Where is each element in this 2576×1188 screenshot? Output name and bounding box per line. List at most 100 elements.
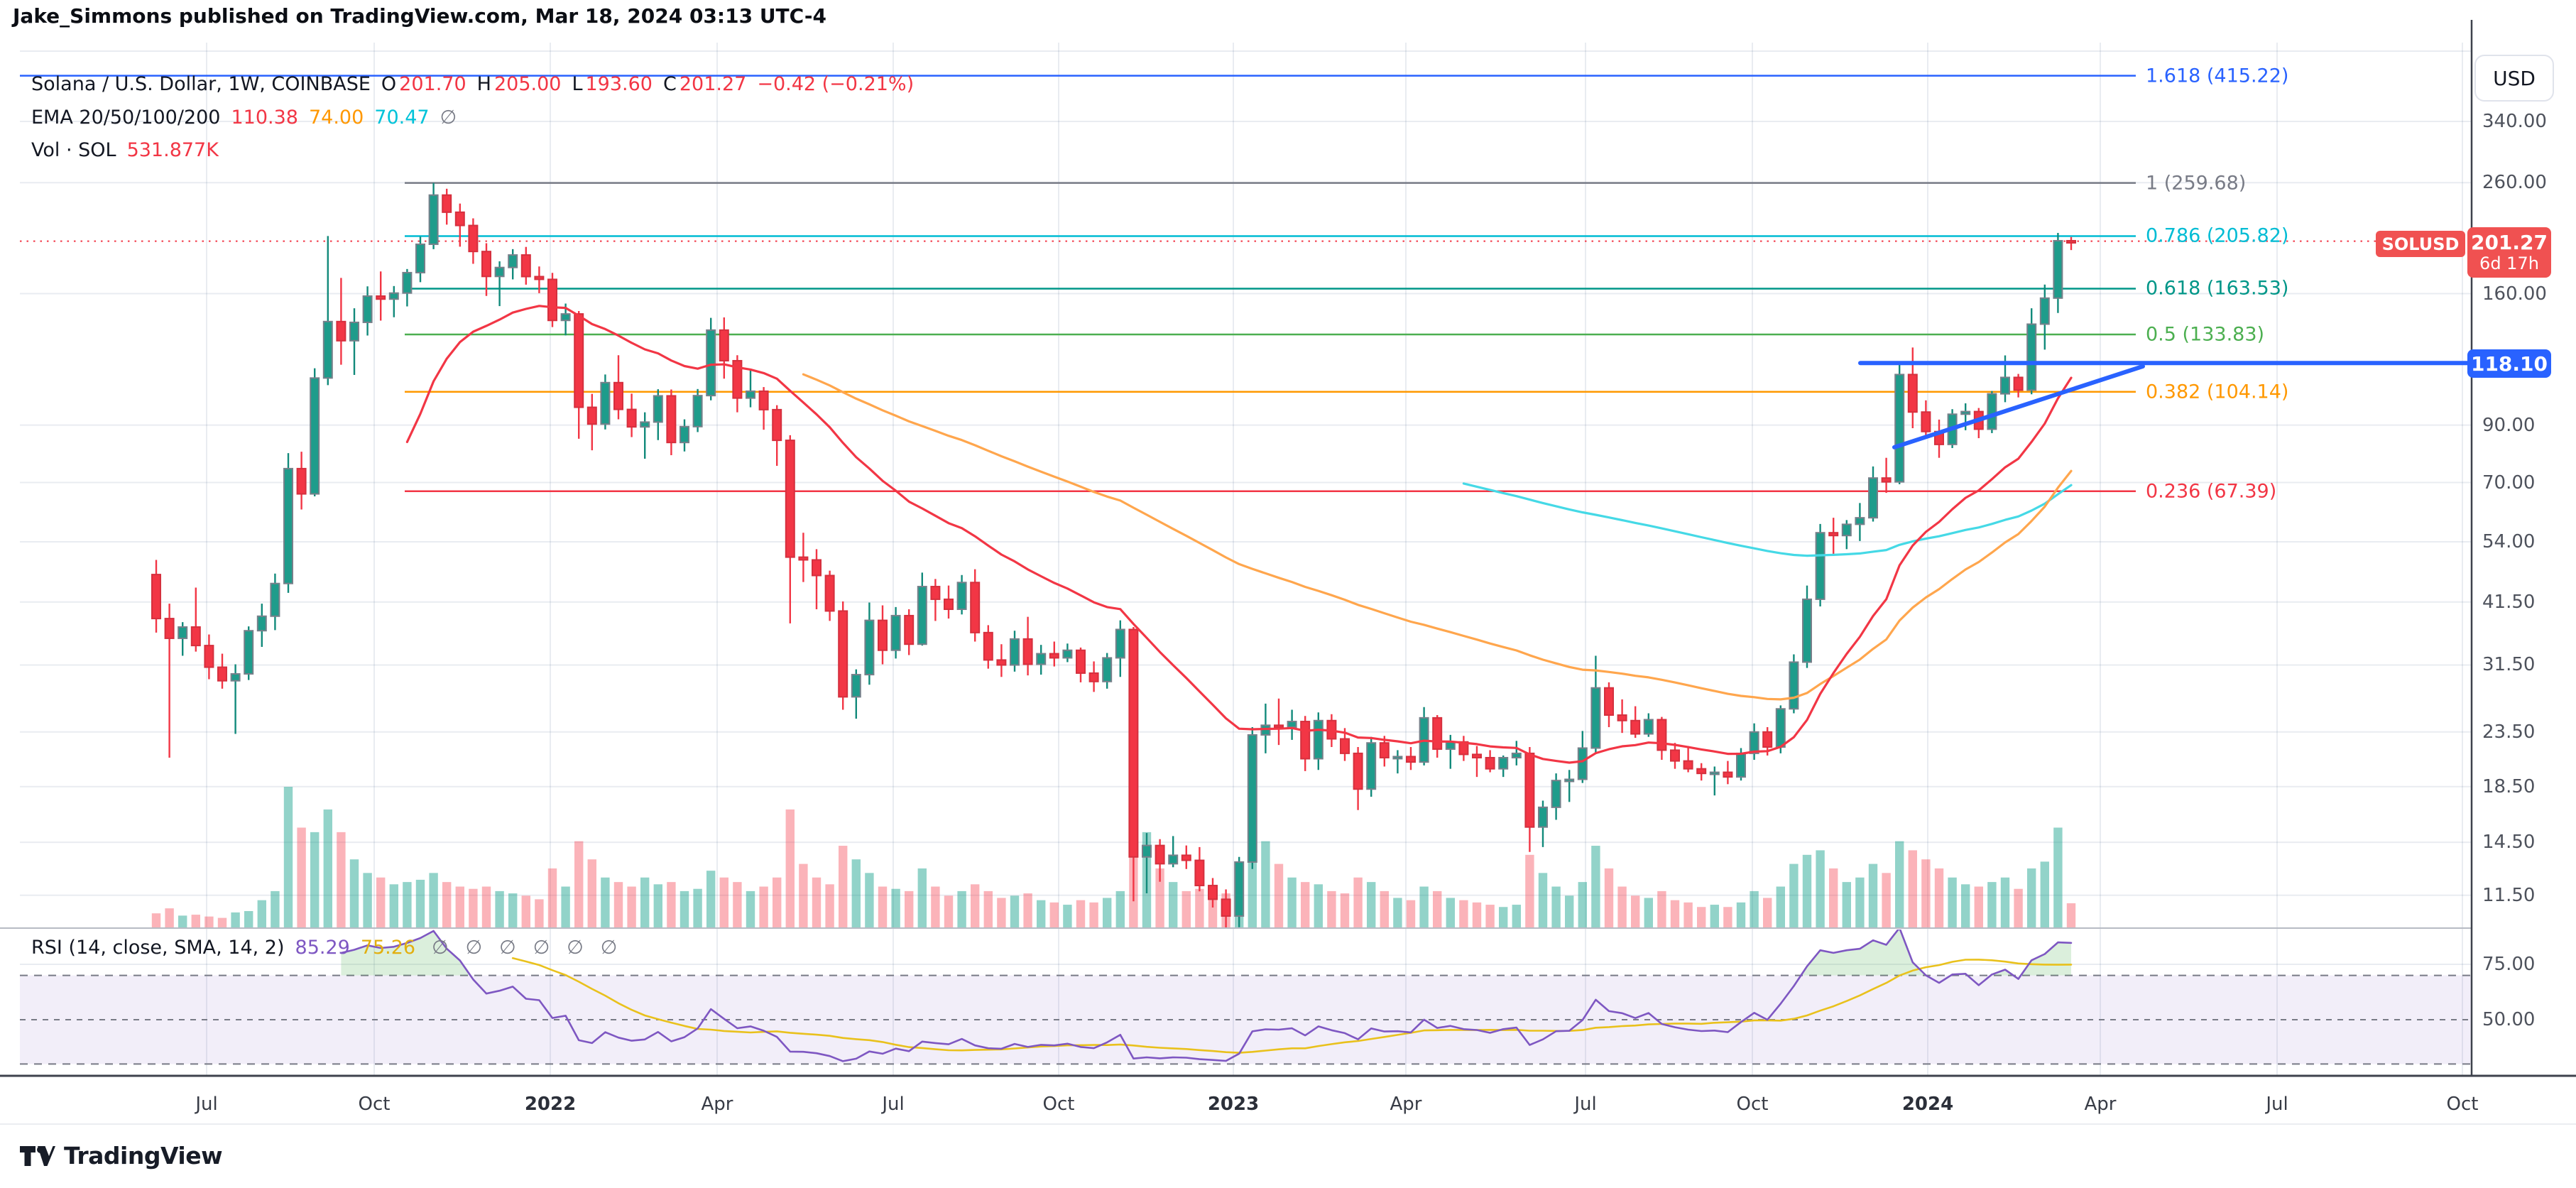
candle-body xyxy=(2013,376,2024,391)
candle-body xyxy=(1128,628,1139,858)
ema20-value: 110.38 xyxy=(231,107,298,129)
volume-bar xyxy=(1380,890,1389,927)
volume-bar xyxy=(1512,905,1521,927)
price-axis-label: 54.00 xyxy=(2482,531,2536,553)
volume-bar xyxy=(271,890,280,927)
fib-level-label: 0.618 (163.53) xyxy=(2146,277,2289,300)
currency-button[interactable]: USD xyxy=(2474,55,2554,102)
candle-body xyxy=(270,582,280,617)
candle-body xyxy=(1789,661,1799,710)
volume-bar xyxy=(561,886,570,927)
candle-body xyxy=(1247,734,1257,863)
symbol-price-chip[interactable]: SOLUSD xyxy=(2376,231,2465,257)
rsi-axis-label: 50.00 xyxy=(2482,1009,2536,1030)
volume-bar xyxy=(640,877,650,927)
rsi-title: RSI (14, close, SMA, 14, 2) xyxy=(31,937,285,959)
candle-body xyxy=(1802,598,1812,663)
candle-body xyxy=(1921,411,1931,432)
volume-bar xyxy=(825,884,834,927)
candle-body xyxy=(1828,532,1839,537)
volume-value: 531.877K xyxy=(126,139,219,161)
volume-bar xyxy=(151,913,161,927)
time-axis-label: Jul xyxy=(1574,1094,1597,1115)
legend-ema-row[interactable]: EMA 20/50/100/200 110.38 74.00 70.47 ∅ xyxy=(31,107,457,129)
candle-body xyxy=(1630,719,1641,735)
fib-level-label: 0.382 (104.14) xyxy=(2146,381,2289,403)
candle-body xyxy=(1181,854,1191,861)
volume-bar xyxy=(957,890,966,927)
volume-bar xyxy=(1037,900,1046,927)
fib-level-label: 0.786 (205.82) xyxy=(2146,224,2289,247)
candle-body xyxy=(1683,760,1693,770)
price-axis-label: 18.50 xyxy=(2482,775,2536,797)
volume-bar xyxy=(217,917,227,927)
candle-body xyxy=(917,586,927,645)
candle-body xyxy=(1881,477,1892,483)
empty-value: ∅ xyxy=(533,937,550,959)
volume-bar xyxy=(495,890,504,927)
candle-body xyxy=(230,672,241,682)
candle-body xyxy=(1300,721,1311,760)
last-price-badge[interactable]: 201.27 6d 17h xyxy=(2467,227,2551,278)
volume-bar xyxy=(1578,882,1587,927)
candle-body xyxy=(1762,731,1773,748)
candle-body xyxy=(1907,374,1918,413)
candle-body xyxy=(428,194,439,245)
tradingview-brand[interactable]: TradingView xyxy=(18,1142,223,1170)
candle-body xyxy=(746,390,755,399)
candle-body xyxy=(283,467,293,584)
volume-bar xyxy=(1631,895,1640,927)
candle-body xyxy=(2026,323,2037,391)
volume-title: Vol · SOL xyxy=(31,139,116,161)
volume-bar xyxy=(1115,890,1125,927)
candle-body xyxy=(1723,771,1733,778)
volume-bar xyxy=(1181,890,1191,927)
time-axis-label: Oct xyxy=(2446,1094,2479,1115)
volume-bar xyxy=(1406,900,1416,927)
volume-bar xyxy=(799,863,808,927)
candle-body xyxy=(1088,672,1099,682)
volume-bar xyxy=(178,915,187,927)
candle-body xyxy=(1406,756,1416,763)
candle-body xyxy=(1234,861,1245,917)
volume-bar xyxy=(719,877,728,927)
rsi-legend-row[interactable]: RSI (14, close, SMA, 14, 2) 85.29 75.26 … xyxy=(31,937,617,959)
candle-body xyxy=(1366,742,1377,790)
trend-line-drawing[interactable] xyxy=(1892,364,2145,449)
tradingview-brand-text: TradingView xyxy=(64,1142,223,1170)
candle-body xyxy=(508,254,518,268)
candle-body xyxy=(1062,649,1073,659)
ema50-line xyxy=(802,373,2073,701)
candle-body xyxy=(1472,753,1482,758)
candle-body xyxy=(706,329,716,397)
candle-body xyxy=(878,619,888,651)
candle-body xyxy=(983,631,993,661)
candle-body xyxy=(1432,716,1443,750)
volume-bar xyxy=(1103,898,1112,927)
ohlc-open: O 201.70 xyxy=(381,73,466,95)
candle-body xyxy=(256,615,267,632)
volume-bar xyxy=(891,888,900,927)
empty-value: ∅ xyxy=(432,937,449,959)
price-axis-label: 260.00 xyxy=(2482,172,2547,194)
volume-bar xyxy=(1855,877,1865,927)
candle-body xyxy=(666,395,677,444)
candle-body xyxy=(719,329,729,361)
volume-bar xyxy=(1327,890,1336,927)
candle-body xyxy=(454,211,465,227)
bar-countdown: 6d 17h xyxy=(2479,253,2539,273)
fib-level-label: 1.618 (415.22) xyxy=(2146,65,2289,87)
level-price-badge[interactable]: 118.10 xyxy=(2467,349,2551,378)
volume-bar xyxy=(1895,841,1904,927)
legend-symbol-row[interactable]: Solana / U.S. Dollar, 1W, COINBASE O 201.… xyxy=(31,73,914,95)
legend-volume-row[interactable]: Vol · SOL 531.877K xyxy=(31,139,219,161)
candle-body xyxy=(2000,376,2010,395)
volume-bar xyxy=(1485,905,1495,927)
candle-body xyxy=(1736,752,1746,778)
ema200-empty: ∅ xyxy=(440,107,457,129)
volume-bar xyxy=(1314,884,1323,927)
volume-bar xyxy=(613,882,623,927)
candle-body xyxy=(1168,854,1179,865)
candle-body xyxy=(1511,752,1522,758)
